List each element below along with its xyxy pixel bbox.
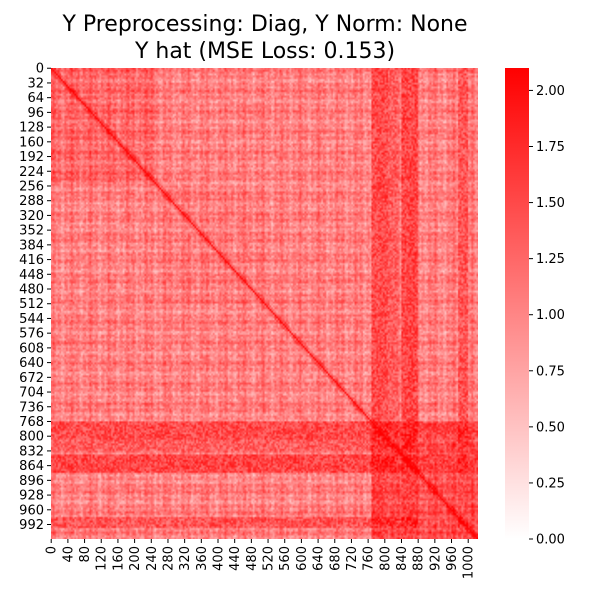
colorbar-tick-label: 1.50 — [536, 196, 565, 211]
chart-title: Y Preprocessing: Diag, Y Norm: None — [62, 12, 468, 37]
heatmap-cells — [51, 68, 478, 539]
y-tick-label: 160 — [19, 135, 44, 150]
y-tick-label: 512 — [19, 297, 44, 312]
x-tick-label: 560 — [278, 546, 293, 571]
y-tick-label: 576 — [19, 327, 44, 342]
x-tick-label: 360 — [195, 546, 210, 571]
y-tick-label: 672 — [19, 371, 44, 386]
x-axis: 0 40 80 120 160 200 240 280 320 360 400 440 480 520 56… — [45, 539, 477, 579]
y-tick-label: 704 — [19, 386, 44, 401]
colorbar-tick-label: 2.00 — [536, 84, 565, 99]
x-tick-label: 840 — [395, 546, 410, 571]
y-tick-label: 0 — [36, 62, 44, 77]
y-tick-label: 416 — [19, 253, 44, 268]
y-tick-label: 352 — [19, 224, 44, 239]
x-tick-label: 600 — [295, 546, 310, 571]
x-tick-label: 160 — [111, 546, 126, 571]
colorbar-tick-label: 0.50 — [536, 420, 565, 435]
y-tick-label: 32 — [27, 76, 44, 91]
y-tick-label: 256 — [19, 179, 44, 194]
x-tick-label: 800 — [378, 546, 393, 571]
x-tick-label: 640 — [312, 546, 327, 571]
x-tick-label: 200 — [128, 546, 143, 571]
x-tick-label: 1000 — [462, 546, 477, 579]
y-tick-label: 448 — [19, 268, 44, 283]
x-tick-label: 440 — [228, 546, 243, 571]
y-tick-label: 128 — [19, 121, 44, 136]
y-tick-label: 800 — [19, 430, 44, 445]
x-tick-label: 0 — [45, 546, 60, 554]
y-tick-label: 928 — [19, 489, 44, 504]
y-tick-label: 736 — [19, 400, 44, 415]
x-tick-label: 480 — [245, 546, 260, 571]
y-tick-label: 960 — [19, 503, 44, 518]
y-tick-label: 608 — [19, 341, 44, 356]
x-tick-label: 240 — [145, 546, 160, 571]
colorbar-tick-label: 0.00 — [536, 533, 565, 548]
x-tick-label: 280 — [161, 546, 176, 571]
x-tick-label: 720 — [345, 546, 360, 571]
y-tick-label: 640 — [19, 356, 44, 371]
y-tick-label: 64 — [27, 91, 44, 106]
y-tick-label: 768 — [19, 415, 44, 430]
y-tick-label: 864 — [19, 459, 44, 474]
y-tick-label: 480 — [19, 283, 44, 298]
chart-subtitle: Y hat (MSE Loss: 0.153) — [134, 39, 396, 64]
x-tick-label: 120 — [95, 546, 110, 571]
y-tick-label: 544 — [19, 312, 44, 327]
x-tick-label: 680 — [328, 546, 343, 571]
y-tick-label: 320 — [19, 209, 44, 224]
x-tick-label: 520 — [262, 546, 277, 571]
colorbar-tick-label: 0.75 — [536, 364, 565, 379]
colorbar-tick-label: 1.00 — [536, 308, 565, 323]
y-tick-label: 832 — [19, 444, 44, 459]
y-tick-label: 224 — [19, 165, 44, 180]
x-tick-label: 400 — [212, 546, 227, 571]
y-tick-label: 384 — [19, 238, 44, 253]
x-tick-label: 960 — [445, 546, 460, 571]
x-tick-label: 920 — [428, 546, 443, 571]
colorbar-tick-label: 0.25 — [536, 476, 565, 491]
colorbar-axis: 0.00 0.25 0.50 0.75 1.00 1.25 1.50 1.75 2.00 — [529, 84, 565, 548]
y-tick-label: 896 — [19, 474, 44, 489]
y-tick-label: 288 — [19, 194, 44, 209]
colorbar-tick-label: 1.75 — [536, 140, 565, 155]
y-axis: 0326496128160192224256288320352384416448… — [19, 62, 51, 533]
x-tick-label: 320 — [178, 546, 193, 571]
y-tick-label: 192 — [19, 150, 44, 165]
x-tick-label: 880 — [412, 546, 427, 571]
colorbar-tick-label: 1.25 — [536, 252, 565, 267]
x-tick-label: 80 — [78, 546, 93, 563]
y-tick-label: 992 — [19, 518, 44, 533]
colorbar — [505, 68, 529, 539]
x-tick-label: 760 — [362, 546, 377, 571]
x-tick-label: 40 — [61, 546, 76, 563]
y-tick-label: 96 — [27, 106, 44, 121]
